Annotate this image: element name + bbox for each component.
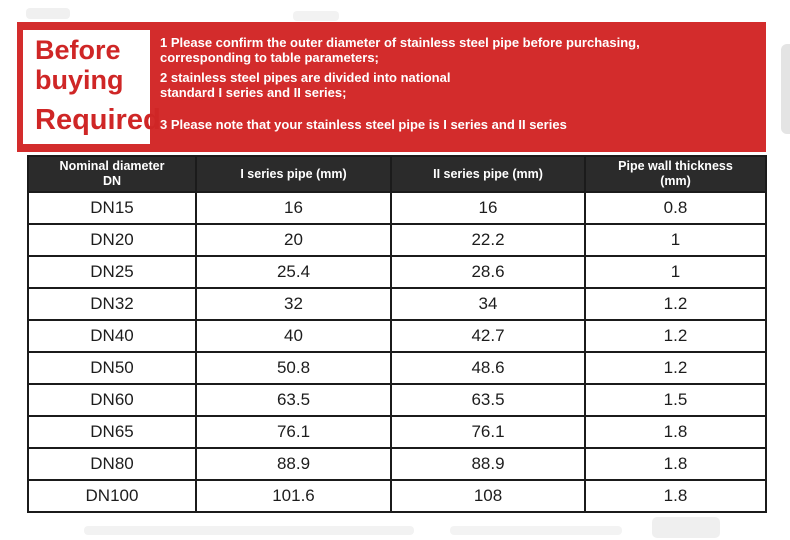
table-row: DN40 40 42.7 1.2	[27, 319, 767, 353]
header-nominal-diameter: Nominal diameter DN	[27, 155, 197, 193]
table-header: Nominal diameter DN I series pipe (mm) I…	[27, 155, 767, 193]
cell-thickness: 1	[584, 223, 767, 257]
header-ii-series: II series pipe (mm)	[390, 155, 586, 193]
cell-dn: DN25	[27, 255, 197, 289]
cell-dn: DN20	[27, 223, 197, 257]
cell-thickness: 1.8	[584, 415, 767, 449]
cell-thickness: 1.8	[584, 447, 767, 481]
watermark-smudge	[450, 526, 622, 535]
table-row: DN80 88.9 88.9 1.8	[27, 447, 767, 481]
cell-i-series: 76.1	[195, 415, 392, 449]
cell-ii-series: 108	[390, 479, 586, 513]
notice-note-3: 3 Please note that your stainless steel …	[160, 117, 567, 132]
cell-dn: DN15	[27, 191, 197, 225]
watermark-smudge	[781, 44, 790, 134]
cell-ii-series: 16	[390, 191, 586, 225]
cell-dn: DN100	[27, 479, 197, 513]
cell-i-series: 40	[195, 319, 392, 353]
header-i-series: I series pipe (mm)	[195, 155, 392, 193]
cell-thickness: 0.8	[584, 191, 767, 225]
cell-thickness: 1.2	[584, 319, 767, 353]
cell-thickness: 1.2	[584, 351, 767, 385]
notice-note-1: 1 Please confirm the outer diameter of s…	[160, 35, 640, 65]
badge-line-1: Before	[35, 35, 121, 65]
cell-ii-series: 42.7	[390, 319, 586, 353]
notice-note-2: 2 stainless steel pipes are divided into…	[160, 70, 451, 100]
cell-ii-series: 22.2	[390, 223, 586, 257]
cell-thickness: 1.5	[584, 383, 767, 417]
cell-i-series: 20	[195, 223, 392, 257]
cell-i-series: 32	[195, 287, 392, 321]
header-wall-thickness: Pipe wall thickness (mm)	[584, 155, 767, 193]
table-row: DN65 76.1 76.1 1.8	[27, 415, 767, 449]
cell-i-series: 63.5	[195, 383, 392, 417]
badge-line-3: Required	[35, 104, 161, 136]
cell-dn: DN60	[27, 383, 197, 417]
cell-ii-series: 28.6	[390, 255, 586, 289]
cell-i-series: 50.8	[195, 351, 392, 385]
watermark-smudge	[293, 11, 339, 21]
notice-banner: Before buying Required 1 Please confirm …	[17, 22, 766, 152]
table-row: DN100 101.6 108 1.8	[27, 479, 767, 513]
before-buying-badge: Before buying Required	[23, 30, 161, 144]
cell-i-series: 25.4	[195, 255, 392, 289]
cell-thickness: 1.8	[584, 479, 767, 513]
cell-ii-series: 48.6	[390, 351, 586, 385]
table-body: DN15 16 16 0.8 DN20 20 22.2 1 DN25 25.4 …	[27, 191, 767, 513]
cell-dn: DN65	[27, 415, 197, 449]
cell-ii-series: 88.9	[390, 447, 586, 481]
header-row: Nominal diameter DN I series pipe (mm) I…	[27, 155, 767, 193]
cell-dn: DN50	[27, 351, 197, 385]
cell-i-series: 101.6	[195, 479, 392, 513]
table-row: DN50 50.8 48.6 1.2	[27, 351, 767, 385]
pipe-size-table: Nominal diameter DN I series pipe (mm) I…	[27, 155, 767, 513]
cell-i-series: 16	[195, 191, 392, 225]
table-row: DN60 63.5 63.5 1.5	[27, 383, 767, 417]
cell-thickness: 1	[584, 255, 767, 289]
table-row: DN25 25.4 28.6 1	[27, 255, 767, 289]
notice-notes: 1 Please confirm the outer diameter of s…	[160, 22, 760, 152]
cell-dn: DN80	[27, 447, 197, 481]
cell-thickness: 1.2	[584, 287, 767, 321]
table-row: DN32 32 34 1.2	[27, 287, 767, 321]
table-row: DN15 16 16 0.8	[27, 191, 767, 225]
cell-ii-series: 34	[390, 287, 586, 321]
badge-line-2: buying	[35, 65, 124, 95]
watermark-smudge	[26, 8, 70, 19]
cell-i-series: 88.9	[195, 447, 392, 481]
cell-dn: DN40	[27, 319, 197, 353]
cell-dn: DN32	[27, 287, 197, 321]
cell-ii-series: 76.1	[390, 415, 586, 449]
watermark-smudge	[84, 526, 414, 535]
table-row: DN20 20 22.2 1	[27, 223, 767, 257]
cell-ii-series: 63.5	[390, 383, 586, 417]
watermark-smudge	[652, 517, 720, 538]
